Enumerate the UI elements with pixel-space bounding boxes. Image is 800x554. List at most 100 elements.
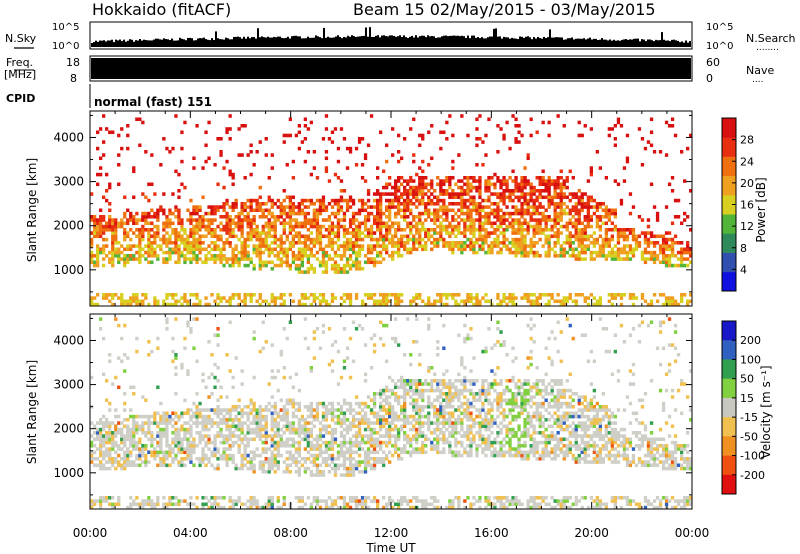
heatmap-cell	[475, 202, 479, 206]
heatmap-cell	[216, 247, 220, 252]
heatmap-cell	[102, 437, 106, 442]
heatmap-cell	[282, 260, 286, 265]
heatmap-cell	[571, 215, 575, 219]
heatmap-cell	[439, 192, 443, 196]
heatmap-cell	[177, 234, 181, 239]
heatmap-cell	[213, 450, 217, 455]
heatmap-cell	[436, 198, 440, 203]
heatmap-cell	[279, 234, 283, 239]
heatmap-cell	[156, 254, 160, 258]
heatmap-cell	[255, 411, 259, 416]
heatmap-cell	[246, 437, 250, 442]
heatmap-cell	[105, 127, 109, 131]
heatmap-cell	[93, 437, 97, 442]
nsky-bar	[663, 39, 665, 47]
heatmap-cell	[276, 444, 280, 448]
heatmap-cell	[541, 205, 545, 209]
heatmap-cell	[240, 369, 244, 373]
heatmap-cell	[327, 431, 332, 435]
heatmap-cell	[547, 254, 551, 258]
heatmap-cell	[565, 234, 569, 239]
heatmap-cell	[628, 293, 633, 297]
heatmap-cell	[439, 179, 443, 183]
heatmap-cell	[472, 244, 476, 248]
heatmap-cell	[285, 237, 289, 242]
heatmap-cell	[351, 244, 356, 248]
heatmap-cell	[607, 254, 612, 258]
heatmap-cell	[397, 189, 401, 193]
nsky-bar	[355, 37, 357, 47]
heatmap-cell	[318, 293, 323, 297]
heatmap-cell	[222, 408, 226, 412]
nsky-bar	[637, 38, 639, 47]
heatmap-cell	[111, 460, 115, 464]
nsky-bar	[523, 37, 525, 47]
heatmap-cell	[667, 257, 672, 261]
heatmap-cell	[397, 241, 401, 245]
heatmap-cell	[309, 172, 314, 177]
heatmap-cell	[318, 470, 323, 474]
heatmap-cell	[351, 250, 356, 255]
heatmap-cell	[261, 250, 265, 255]
heatmap-cell	[225, 130, 229, 135]
heatmap-cell	[288, 320, 293, 325]
heatmap-cell	[258, 244, 262, 248]
heatmap-cell	[595, 237, 600, 242]
nsky-bar	[583, 38, 585, 47]
heatmap-cell	[475, 208, 479, 213]
heatmap-cell	[529, 250, 533, 255]
heatmap-cell	[189, 502, 193, 507]
heatmap-cell	[508, 224, 512, 229]
heatmap-cell	[249, 401, 253, 406]
heatmap-cell	[478, 218, 482, 222]
nsky-bar	[393, 35, 395, 47]
heatmap-cell	[529, 241, 533, 245]
nsky-bar	[627, 39, 629, 47]
heatmap-cell	[466, 237, 470, 242]
heatmap-cell	[418, 228, 422, 232]
heatmap-cell	[174, 234, 178, 239]
heatmap-cell	[360, 267, 365, 271]
heatmap-cell	[183, 437, 187, 442]
heatmap-cell	[604, 228, 609, 232]
heatmap-cell	[273, 234, 277, 239]
heatmap-cell	[99, 502, 103, 507]
heatmap-cell	[571, 241, 575, 245]
heatmap-cell	[177, 231, 181, 235]
heatmap-cell	[571, 176, 575, 180]
heatmap-cell	[105, 254, 109, 258]
nsky-bar	[339, 36, 341, 47]
heatmap-cell	[255, 234, 259, 239]
heatmap-cell	[661, 234, 666, 239]
nsearch-label: N.Search	[746, 32, 796, 45]
heatmap-cell	[309, 431, 314, 435]
heatmap-cell	[102, 414, 106, 419]
heatmap-cell	[415, 185, 419, 190]
heatmap-cell	[291, 237, 296, 242]
heatmap-cell	[276, 463, 280, 468]
heatmap-cell	[330, 205, 335, 209]
heatmap-cell	[189, 424, 193, 429]
heatmap-cell	[156, 502, 160, 507]
heatmap-cell	[105, 437, 109, 442]
heatmap-cell	[457, 241, 461, 245]
heatmap-cell	[231, 221, 235, 226]
heatmap-cell	[541, 244, 545, 248]
nsky-bar	[151, 40, 153, 47]
nsky-bar	[93, 42, 95, 47]
heatmap-cell	[415, 302, 419, 307]
heatmap-cell	[276, 431, 280, 435]
heatmap-cell	[285, 163, 289, 167]
heatmap-cell	[228, 263, 232, 268]
heatmap-cell	[285, 411, 289, 416]
heatmap-cell	[108, 447, 112, 451]
heatmap-cell	[394, 185, 398, 190]
heatmap-cell	[309, 470, 314, 474]
heatmap-cell	[159, 427, 163, 432]
heatmap-cell	[297, 234, 302, 239]
heatmap-cell	[303, 302, 308, 307]
heatmap-cell	[162, 450, 166, 455]
heatmap-cell	[180, 221, 184, 226]
heatmap-cell	[156, 496, 160, 500]
heatmap-cell	[418, 293, 422, 297]
